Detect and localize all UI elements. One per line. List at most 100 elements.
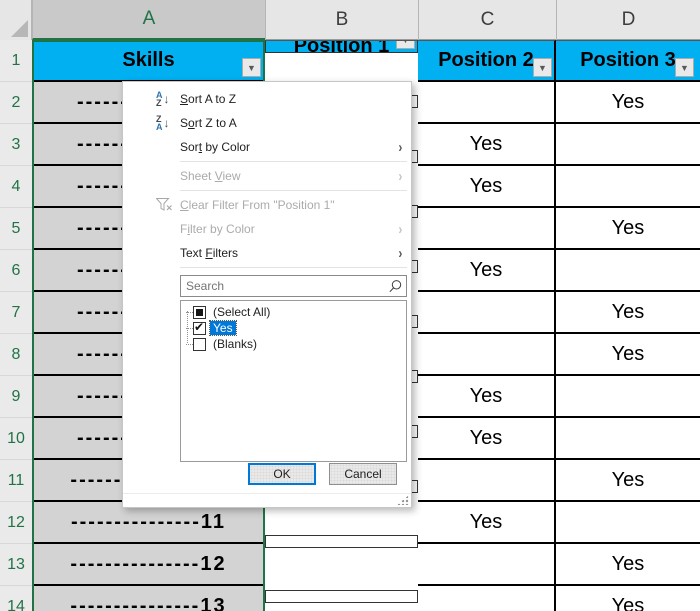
cell-d8[interactable]: Yes [556,334,700,376]
search-icon [389,280,402,293]
cell-c1-position2[interactable]: Position 2 ▼ [418,40,556,82]
cell-c13[interactable] [418,544,556,586]
search-input[interactable] [180,275,407,297]
select-all-corner[interactable] [0,0,32,40]
column-header-d[interactable]: D [556,0,700,40]
filter-button-skills[interactable]: ▼ [242,58,261,77]
cell-c7[interactable] [418,292,556,334]
position2-header-label: Position 2 [438,49,534,71]
column-header-b[interactable]: B [265,0,418,40]
column-header-c[interactable]: C [418,0,556,40]
filter-button-position2[interactable]: ▼ [533,58,552,77]
menu-item-filter-by-color: Filter by Color › [123,217,411,241]
cell-a12[interactable]: ---------------11 [32,502,265,544]
row-header-1[interactable]: 1 [0,40,32,82]
ok-button[interactable]: OK [248,463,316,485]
cell-d5[interactable]: Yes [556,208,700,250]
cell-c5[interactable] [418,208,556,250]
cell-d1-position3[interactable]: Position 3 ▼ [556,40,700,82]
checklist-item-label: (Select All) [213,305,271,319]
cell-c4[interactable]: Yes [418,166,556,208]
filter-value-list: (Select All) ✔ Yes (Blanks) [180,300,407,462]
row-header-5[interactable]: 5 [0,208,32,250]
cell-c11[interactable] [418,460,556,502]
resize-grip[interactable] [397,495,409,505]
dropdown-footer [123,493,411,507]
row-header-4[interactable]: 4 [0,166,32,208]
cell-a1-skills[interactable]: Skills ▼ [32,40,265,82]
cell-b11[interactable] [265,590,418,603]
row-header-12[interactable]: 12 [0,502,32,544]
row-header-7[interactable]: 7 [0,292,32,334]
filter-button-position1[interactable]: ▼ [396,41,415,49]
row-header-14[interactable]: 14 [0,586,32,611]
tree-line [187,311,188,343]
cell-b10[interactable] [265,535,418,548]
cell-c14[interactable] [418,586,556,611]
cell-c6[interactable]: Yes [418,250,556,292]
row-header-9[interactable]: 9 [0,376,32,418]
position3-header-label: Position 3 [580,49,676,71]
cell-d10[interactable] [556,418,700,460]
checklist-item-blanks[interactable]: (Blanks) [183,336,406,352]
filter-button-position3[interactable]: ▼ [675,58,694,77]
cell-a13[interactable]: ---------------12 [32,544,265,586]
cell-c2[interactable] [418,82,556,124]
cell-d4[interactable] [556,166,700,208]
submenu-arrow-icon: › [398,220,403,238]
submenu-arrow-icon: › [398,167,403,185]
row-header-11[interactable]: 11 [0,460,32,502]
menu-item-label: Sort by Color [180,140,251,154]
cell-d11[interactable]: Yes [556,460,700,502]
column-header-a[interactable]: A [32,0,265,40]
cell-d2[interactable]: Yes [556,82,700,124]
cell-c9[interactable]: Yes [418,376,556,418]
checklist-item-yes[interactable]: ✔ Yes [183,320,406,336]
menu-separator [180,190,407,191]
cell-d12[interactable] [556,502,700,544]
cell-c10[interactable]: Yes [418,418,556,460]
row-header-2[interactable]: 2 [0,82,32,124]
cell-d7[interactable]: Yes [556,292,700,334]
checklist-item-label: (Blanks) [213,337,258,351]
cell-d14[interactable]: Yes [556,586,700,611]
check-icon: ✔ [194,319,205,334]
checkbox-unchecked[interactable] [193,337,206,351]
checkbox-indeterminate[interactable] [193,305,206,319]
menu-item-label: Sort Z to A [180,116,237,130]
row-header-10[interactable]: 10 [0,418,32,460]
cell-d3[interactable] [556,124,700,166]
cell-c3[interactable]: Yes [418,124,556,166]
row-header-13[interactable]: 13 [0,544,32,586]
skills-header-label: Skills [122,49,175,71]
dropdown-arrow-icon: ▼ [538,62,547,73]
menu-item-label: Text Filters [180,246,239,260]
cell-a14[interactable]: ---------------13 [32,586,265,611]
cell-c8[interactable] [418,334,556,376]
cell-c12[interactable]: Yes [418,502,556,544]
cell-d9[interactable] [556,376,700,418]
checklist-item-select-all[interactable]: (Select All) [183,304,406,320]
cancel-button[interactable]: Cancel [329,463,397,485]
dropdown-arrow-icon: ▼ [247,62,256,73]
checkbox-checked[interactable]: ✔ [193,319,206,335]
row-header-3[interactable]: 3 [0,124,32,166]
menu-item-sort-by-color[interactable]: Sort by Color › [123,135,411,159]
menu-item-label: Clear Filter From "Position 1" [180,198,335,212]
row-header-6[interactable]: 6 [0,250,32,292]
menu-item-text-filters[interactable]: Text Filters › [123,241,411,265]
checklist-item-label: Yes [209,320,237,336]
row-header-8[interactable]: 8 [0,334,32,376]
menu-item-label: Sort A to Z [180,92,237,106]
submenu-arrow-icon: › [398,138,403,156]
cell-b1-position1[interactable]: Position 1 ▼ [265,40,418,53]
cell-d6[interactable] [556,250,700,292]
cell-d13[interactable]: Yes [556,544,700,586]
position1-header-label: Position 1 [293,40,390,53]
